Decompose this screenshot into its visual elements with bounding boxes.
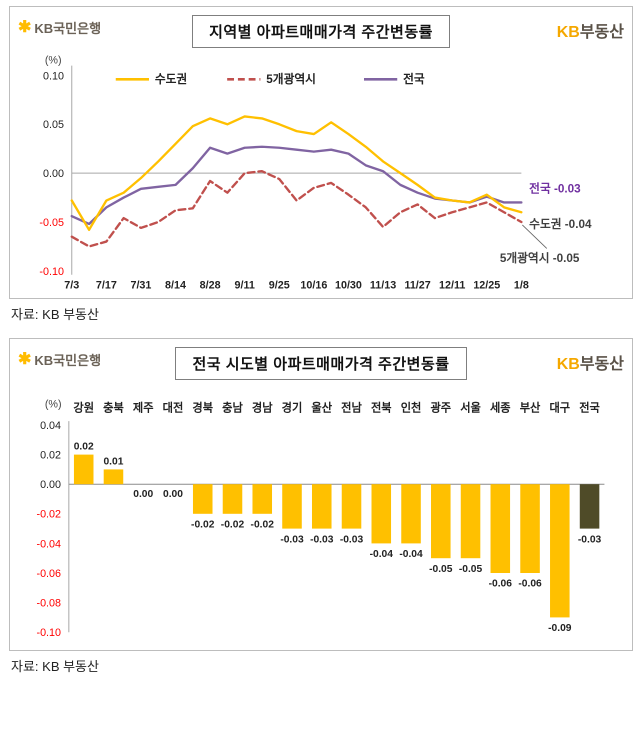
kb-bank-logo: ✱ KB국민은행: [18, 347, 168, 369]
kb-bank-logo: ✱ KB국민은행: [18, 15, 168, 37]
regional-weekly-change-panel: ✱ KB국민은행 지역별 아파트매매가격 주간변동률 KB부동산 (%) 0.10…: [9, 6, 633, 300]
svg-text:-0.05: -0.05: [39, 217, 64, 229]
kb-realestate-brand: KB부동산: [474, 347, 624, 374]
svg-text:대전: 대전: [163, 401, 184, 415]
brand-suffix-text: 부동산: [579, 24, 624, 41]
svg-text:-0.09: -0.09: [548, 623, 572, 634]
svg-text:전국: 전국: [403, 72, 425, 86]
chart-title-province: 전국 시도별 아파트매매가격 주간변동률: [175, 347, 467, 381]
svg-text:-0.06: -0.06: [489, 579, 513, 590]
svg-text:0.00: 0.00: [133, 489, 153, 500]
panel1-header: ✱ KB국민은행 지역별 아파트매매가격 주간변동률 KB부동산: [18, 15, 624, 48]
svg-text:-0.03: -0.03: [340, 535, 364, 546]
svg-text:0.02: 0.02: [40, 450, 61, 462]
svg-text:(%): (%): [45, 399, 62, 411]
page-root: { "panel1": { "logo": { "star": "✱", "te…: [9, 6, 633, 675]
svg-text:12/11: 12/11: [439, 279, 465, 291]
svg-text:-0.02: -0.02: [37, 509, 62, 521]
brand-suffix-text: 부동산: [579, 356, 624, 374]
svg-text:-0.10: -0.10: [39, 266, 64, 278]
svg-text:-0.03: -0.03: [280, 535, 304, 546]
svg-text:11/13: 11/13: [370, 279, 396, 291]
svg-text:10/16: 10/16: [300, 279, 327, 291]
province-weekly-change-panel: ✱ KB국민은행 전국 시도별 아파트매매가격 주간변동률 KB부동산 (%) 강…: [9, 338, 633, 652]
svg-text:7/3: 7/3: [64, 279, 79, 291]
svg-text:제주: 제주: [133, 401, 154, 415]
svg-text:-0.06: -0.06: [37, 568, 62, 580]
svg-text:8/28: 8/28: [200, 279, 221, 291]
svg-text:울산: 울산: [311, 401, 332, 415]
svg-text:세종: 세종: [490, 401, 511, 415]
svg-text:-0.04: -0.04: [399, 549, 423, 560]
svg-text:0.01: 0.01: [103, 457, 123, 468]
svg-text:대구: 대구: [549, 401, 570, 415]
svg-text:7/31: 7/31: [130, 279, 151, 291]
svg-text:5개광역시 -0.05: 5개광역시 -0.05: [500, 251, 580, 265]
svg-text:부산: 부산: [520, 401, 541, 415]
svg-text:1/8: 1/8: [514, 279, 529, 291]
svg-text:수도권: 수도권: [155, 73, 187, 86]
chart-title-regional: 지역별 아파트매매가격 주간변동률: [192, 15, 450, 48]
kb-bank-logo-text: KB국민은행: [34, 353, 102, 369]
svg-text:-0.02: -0.02: [251, 520, 275, 531]
svg-text:-0.05: -0.05: [459, 564, 483, 575]
svg-text:-0.03: -0.03: [578, 535, 602, 546]
svg-text:-0.02: -0.02: [191, 520, 215, 531]
bar-chart-svg: (%) 강원 충북 제주 대전 경북 충남 경남 경기 울산 전남 전북 인천 광주 서울 세종 부산 대구 전국 0…: [37, 399, 605, 639]
kb-bank-logo-text: KB국민은행: [34, 21, 102, 36]
svg-text:0.00: 0.00: [40, 479, 61, 491]
svg-text:광주: 광주: [430, 402, 451, 415]
svg-text:전북: 전북: [371, 401, 392, 415]
kb-star-icon: ✱: [18, 350, 32, 368]
svg-text:전남: 전남: [341, 401, 362, 415]
svg-text:7/17: 7/17: [96, 279, 117, 291]
svg-text:-0.04: -0.04: [370, 549, 394, 560]
svg-text:0.10: 0.10: [43, 70, 64, 82]
svg-text:-0.05: -0.05: [429, 564, 453, 575]
svg-text:-0.03: -0.03: [310, 535, 334, 546]
svg-text:8/14: 8/14: [165, 279, 186, 291]
svg-text:0.00: 0.00: [163, 489, 183, 500]
svg-text:-0.10: -0.10: [37, 627, 62, 639]
svg-text:경북: 경북: [192, 401, 213, 415]
svg-text:전국 -0.03: 전국 -0.03: [529, 182, 581, 196]
brand-kb-text: KB: [556, 24, 580, 41]
line-chart-svg: (%) 0.10 0.05 0.00 -0.05 -0.107/3 7/17 7/31 8/14…: [39, 55, 592, 292]
brand-kb-text: KB: [556, 356, 580, 374]
svg-text:10/30: 10/30: [335, 279, 362, 291]
svg-text:9/25: 9/25: [269, 279, 290, 291]
svg-text:-0.08: -0.08: [37, 598, 62, 610]
svg-text:9/11: 9/11: [235, 279, 255, 291]
kb-realestate-brand: KB부동산: [474, 15, 624, 42]
panel2-header: ✱ KB국민은행 전국 시도별 아파트매매가격 주간변동률 KB부동산: [18, 347, 624, 381]
svg-text:-0.06: -0.06: [518, 579, 542, 590]
svg-text:0.02: 0.02: [74, 442, 94, 453]
svg-text:수도권 -0.04: 수도권 -0.04: [529, 218, 592, 231]
svg-text:강원: 강원: [73, 401, 94, 415]
svg-text:11/27: 11/27: [404, 279, 430, 291]
svg-text:충북: 충북: [103, 401, 124, 415]
svg-text:경기: 경기: [282, 401, 303, 415]
svg-text:5개광역시: 5개광역시: [266, 72, 316, 86]
svg-text:0.04: 0.04: [40, 420, 61, 432]
svg-text:0.05: 0.05: [43, 119, 64, 131]
svg-text:서울: 서울: [460, 401, 481, 415]
source-note-2: 자료: KB 부동산: [11, 659, 99, 675]
svg-text:-0.02: -0.02: [221, 520, 245, 531]
svg-text:-0.04: -0.04: [37, 539, 62, 551]
kb-star-icon: ✱: [18, 18, 32, 36]
svg-text:12/25: 12/25: [473, 279, 500, 291]
svg-text:경남: 경남: [252, 401, 273, 415]
source-note-1: 자료: KB 부동산: [11, 307, 99, 323]
svg-text:(%): (%): [45, 55, 62, 67]
svg-text:인천: 인천: [401, 401, 422, 415]
svg-text:충남: 충남: [222, 401, 243, 415]
svg-text:0.00: 0.00: [43, 168, 64, 180]
svg-text:전국: 전국: [579, 401, 600, 415]
